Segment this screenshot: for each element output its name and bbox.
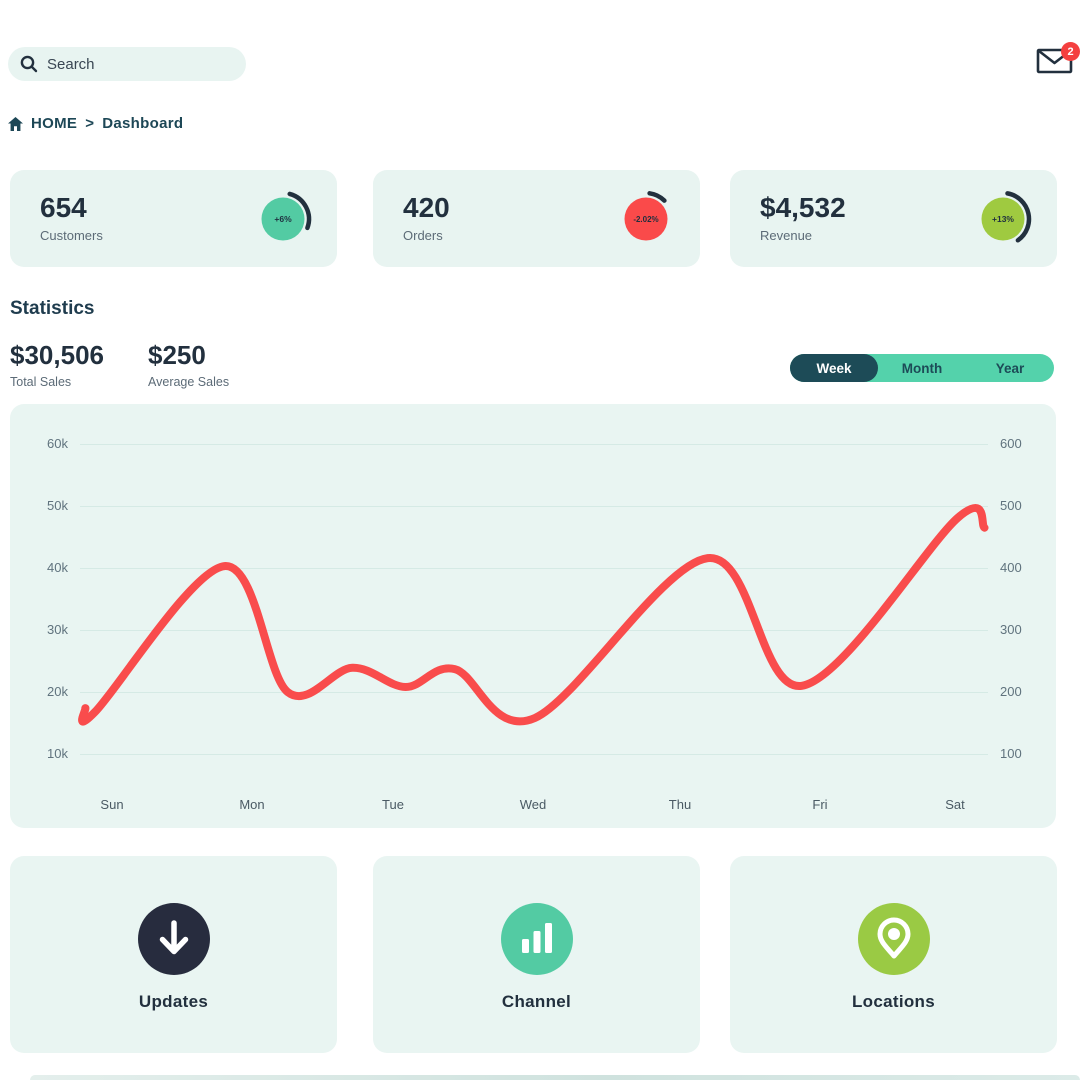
statistics-title: Statistics — [10, 298, 95, 319]
revenue-label: Revenue — [760, 228, 813, 243]
revenue-value: $4,532 — [760, 192, 846, 223]
locations-label: Locations — [852, 992, 935, 1011]
customers-label: Customers — [40, 228, 103, 243]
total-sales-value: $30,506 — [10, 340, 104, 370]
search-icon — [20, 55, 38, 73]
home-icon — [8, 116, 23, 131]
sales-line — [78, 504, 989, 726]
stat-card-orders[interactable]: 420 Orders -2.02% — [373, 170, 700, 267]
customers-delta: +6% — [274, 214, 292, 224]
customers-value: 654 — [40, 192, 87, 223]
total-sales-label: Total Sales — [10, 375, 72, 389]
total-sales: $30,506 Total Sales — [10, 340, 104, 389]
revenue-gauge: +13% — [981, 191, 1032, 243]
locations-card[interactable]: Locations — [730, 856, 1057, 1053]
x-label-mon: Mon — [239, 797, 265, 812]
mail-button[interactable]: 2 — [1036, 42, 1080, 86]
channel-card[interactable]: Channel — [373, 856, 700, 1053]
stat-card-revenue[interactable]: $4,532 Revenue +13% — [730, 170, 1057, 267]
updates-label: Updates — [138, 992, 209, 1011]
breadcrumb: HOME > Dashboard — [8, 115, 183, 132]
x-label-sat: Sat — [945, 797, 965, 812]
sales-chart: 60k 600 50k 500 40k 400 30k 300 20k 200 … — [10, 404, 1056, 828]
x-label-fri: Fri — [812, 797, 828, 812]
breadcrumb-current: Dashboard — [102, 115, 184, 132]
stat-card-customers[interactable]: 654 Customers +6% — [10, 170, 337, 267]
tab-week[interactable]: Week — [790, 354, 878, 382]
search-bar[interactable] — [8, 47, 246, 81]
orders-delta: -2.02% — [633, 215, 658, 224]
x-label-tue: Tue — [382, 797, 404, 812]
average-sales-label: Average Sales — [148, 375, 230, 389]
average-sales: $250 Average Sales — [148, 340, 229, 389]
x-label-wed: Wed — [519, 797, 547, 812]
breadcrumb-home[interactable]: HOME — [31, 115, 78, 132]
customers-gauge: +6% — [261, 191, 312, 241]
mail-badge: 2 — [1061, 42, 1080, 61]
orders-value: 420 — [403, 192, 450, 223]
tab-month[interactable]: Month — [901, 360, 943, 376]
tab-year[interactable]: Year — [995, 360, 1025, 376]
download-arrow-icon — [137, 903, 210, 975]
bar-chart-icon — [500, 903, 573, 975]
range-toggle: Week Month Year — [790, 354, 1054, 382]
channel-label: Channel — [501, 992, 572, 1011]
location-pin-icon — [857, 903, 930, 975]
average-sales-value: $250 — [148, 340, 206, 370]
breadcrumb-separator: > — [85, 115, 95, 132]
search-input[interactable] — [47, 55, 234, 73]
revenue-delta: +13% — [992, 214, 1014, 224]
x-label-thu: Thu — [668, 797, 692, 812]
updates-card[interactable]: Updates — [10, 856, 337, 1053]
x-label-sun: Sun — [100, 797, 124, 812]
orders-gauge: -2.02% — [624, 191, 668, 241]
orders-label: Orders — [403, 228, 443, 243]
footer-strip — [30, 1075, 1080, 1080]
